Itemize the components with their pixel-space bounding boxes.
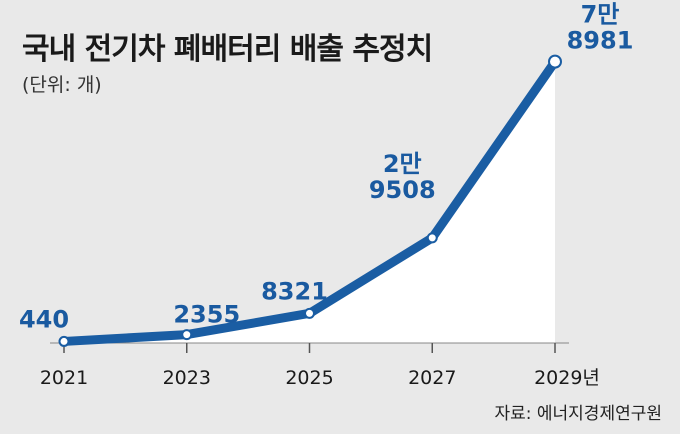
x-tick-label: 2029년: [534, 367, 600, 389]
area-fill: [64, 61, 555, 343]
x-tick-label: 2027: [408, 367, 456, 389]
x-tick-label: 2025: [285, 367, 333, 389]
unit-label: (단위: 개): [22, 74, 102, 96]
source-note: 자료: 에너지경제연구원: [494, 404, 662, 424]
data-point: [58, 335, 70, 347]
data-label: 7만 8981: [567, 1, 634, 55]
data-label: 2355: [173, 301, 240, 329]
x-tick-label: 2021: [40, 367, 88, 389]
data-label: 2만 9508: [369, 150, 436, 204]
data-label: 8321: [261, 277, 328, 305]
data-point: [426, 232, 438, 244]
data-point: [181, 329, 193, 341]
x-tick-label: 2023: [163, 367, 211, 389]
data-label: 440: [19, 305, 69, 333]
chart-title: 국내 전기차 폐배터리 배출 추정치: [22, 32, 433, 67]
data-point: [548, 54, 562, 69]
data-point: [304, 307, 315, 319]
